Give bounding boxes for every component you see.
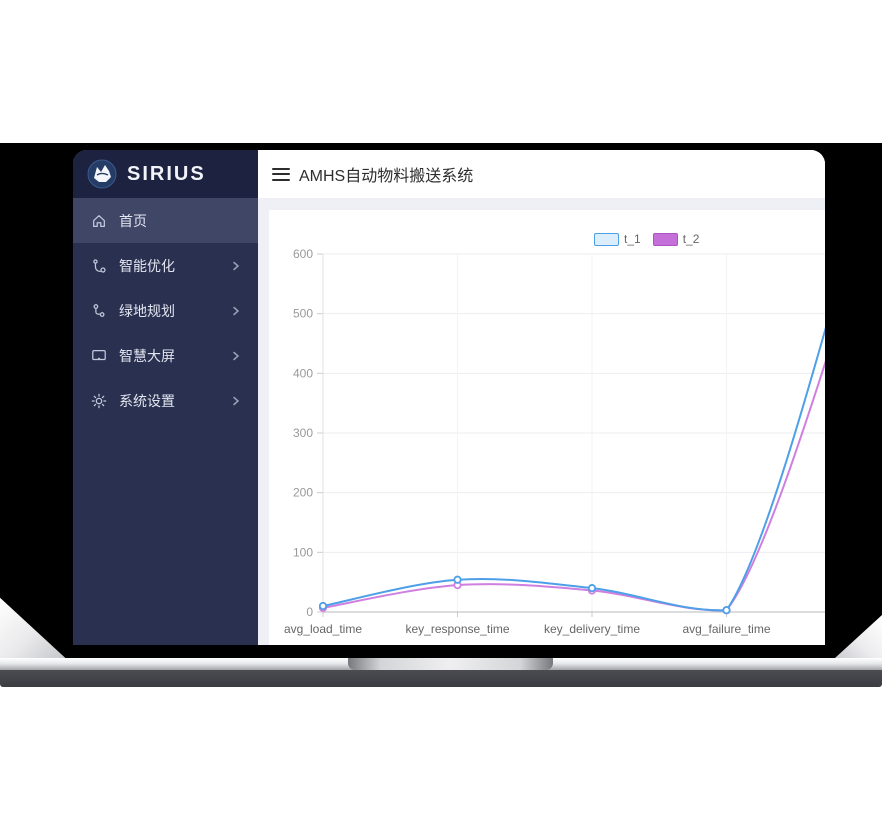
legend-item-t2[interactable]: t_2 (652, 232, 700, 246)
main-area: AMHS自动物料搬送系统 t_1 t_2 0 100 200 300 400 500 600… (258, 150, 825, 645)
sidebar-item-settings[interactable]: 系统设置 (73, 378, 258, 423)
svg-text:600: 600 (293, 247, 313, 261)
sidebar-item-bigscreen[interactable]: 智慧大屏 (73, 333, 258, 378)
chevron-right-icon (233, 261, 240, 270)
screen-icon (91, 348, 107, 364)
sidebar: SIRIUS 首页 智能优化 (73, 150, 258, 645)
svg-text:key_delivery_time: key_delivery_time (544, 622, 640, 636)
sidebar-item-label: 系统设置 (119, 392, 175, 409)
chart-card: t_1 t_2 0 100 200 300 400 500 600 avg_load_time… (269, 210, 825, 645)
laptop-base-edge (0, 658, 882, 670)
svg-text:avg_failure_time: avg_failure_time (682, 622, 770, 636)
top-header: AMHS自动物料搬送系统 (258, 150, 825, 198)
svg-text:400: 400 (293, 366, 313, 380)
sidebar-item-planning[interactable]: 绿地规划 (73, 288, 258, 333)
chevron-right-icon (233, 306, 240, 315)
sidebar-menu: 首页 智能优化 (73, 198, 258, 645)
sidebar-item-label: 绿地规划 (119, 302, 175, 319)
sidebar-item-optimize[interactable]: 智能优化 (73, 243, 258, 288)
hamburger-icon[interactable] (272, 167, 290, 181)
svg-text:avg_load_time: avg_load_time (284, 622, 362, 636)
svg-text:key_response_time: key_response_time (405, 622, 509, 636)
chart-legend: t_1 t_2 (594, 232, 699, 246)
laptop-base-bottom (0, 670, 882, 687)
sidebar-item-label: 首页 (119, 212, 147, 229)
content-area: t_1 t_2 0 100 200 300 400 500 600 avg_load_time… (258, 198, 825, 645)
planning-icon (91, 303, 107, 319)
optimize-icon (91, 258, 107, 274)
svg-text:100: 100 (293, 545, 313, 559)
app-window: SIRIUS 首页 智能优化 (73, 150, 825, 645)
chevron-right-icon (233, 396, 240, 405)
svg-text:200: 200 (293, 486, 313, 500)
svg-text:0: 0 (306, 605, 313, 619)
page-title: AMHS自动物料搬送系统 (299, 168, 474, 185)
legend-swatch-t1 (594, 232, 619, 246)
home-icon (91, 213, 107, 229)
brand-header: SIRIUS (73, 150, 258, 198)
sidebar-item-label: 智能优化 (119, 257, 175, 274)
legend-label: t_1 (624, 232, 641, 246)
svg-text:300: 300 (293, 426, 313, 440)
legend-label: t_2 (682, 232, 700, 246)
svg-text:500: 500 (293, 307, 313, 321)
settings-icon (91, 393, 107, 409)
legend-item-t1[interactable]: t_1 (594, 232, 641, 246)
chevron-right-icon (233, 351, 240, 360)
brand-name: SIRIUS (127, 162, 206, 185)
sirius-logo (87, 159, 117, 189)
sidebar-item-home[interactable]: 首页 (73, 198, 258, 243)
legend-swatch-t2 (652, 232, 678, 246)
line-chart[interactable]: 0 100 200 300 400 500 600 avg_load_time key_resp… (269, 210, 825, 645)
sidebar-item-label: 智慧大屏 (119, 347, 175, 364)
laptop-base-notch (348, 658, 553, 670)
